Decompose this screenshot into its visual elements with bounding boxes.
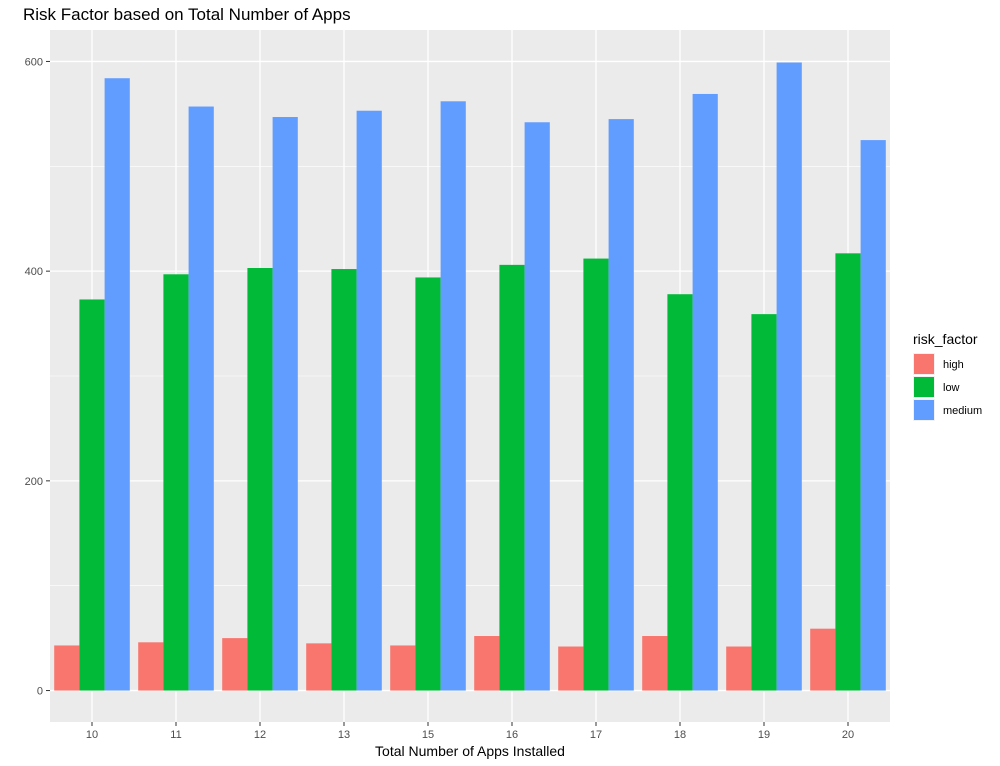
bar-medium-20	[860, 140, 886, 691]
y-tick-label: 200	[25, 476, 43, 488]
x-tick-label: 16	[506, 729, 518, 741]
x-tick-label: 11	[170, 729, 181, 741]
legend: risk_factor high low medium	[913, 331, 982, 421]
bar-medium-10	[104, 78, 130, 691]
bar-medium-15	[440, 101, 466, 691]
bar-low-15	[415, 277, 441, 691]
bar-medium-11	[188, 106, 214, 691]
x-tick-label: 20	[842, 729, 854, 741]
bar-medium-19	[776, 62, 802, 691]
bar-low-13	[331, 269, 357, 691]
x-tick-label: 13	[338, 729, 350, 741]
bar-low-10	[79, 299, 105, 691]
y-tick-label: 600	[25, 56, 43, 68]
bar-high-13	[306, 643, 332, 691]
x-axis: 10 11 12 13 15 16 17 18 19 20	[86, 722, 854, 741]
bar-high-18	[642, 636, 668, 691]
y-axis: 0 200 400 600	[25, 56, 50, 698]
legend-key-high	[914, 354, 934, 374]
chart-title: Risk Factor based on Total Number of App…	[23, 5, 351, 24]
bar-low-18	[667, 294, 693, 691]
bar-low-19	[751, 314, 777, 691]
bar-medium-18	[692, 93, 718, 691]
y-tick-label: 0	[37, 686, 43, 698]
bar-high-20	[810, 628, 836, 691]
legend-key-low	[914, 377, 934, 397]
bars	[54, 62, 886, 691]
x-tick-label: 15	[422, 729, 434, 741]
x-tick-label: 17	[590, 729, 602, 741]
bar-medium-13	[356, 110, 382, 691]
x-tick-label: 19	[758, 729, 770, 741]
legend-title: risk_factor	[913, 331, 978, 347]
bar-low-20	[835, 253, 861, 691]
bar-high-11	[138, 642, 164, 691]
bar-high-10	[54, 645, 80, 691]
bar-medium-16	[524, 122, 550, 691]
bar-high-16	[474, 636, 500, 691]
bar-low-11	[163, 274, 189, 691]
legend-label-medium: medium	[943, 405, 982, 417]
bar-high-15	[390, 645, 416, 691]
bar-low-12	[247, 268, 273, 691]
legend-label-high: high	[943, 359, 964, 371]
x-tick-label: 10	[86, 729, 98, 741]
y-tick-label: 400	[25, 266, 43, 278]
bar-low-17	[583, 258, 609, 691]
bar-low-16	[499, 264, 525, 691]
bar-high-19	[726, 646, 752, 691]
x-tick-label: 12	[254, 729, 266, 741]
bar-medium-17	[608, 119, 634, 691]
x-axis-title: Total Number of Apps Installed	[375, 743, 565, 759]
legend-label-low: low	[943, 382, 960, 394]
bar-high-17	[558, 646, 584, 691]
bar-medium-12	[272, 117, 298, 691]
x-tick-label: 18	[674, 729, 686, 741]
legend-key-medium	[914, 400, 934, 420]
bar-high-12	[222, 638, 248, 691]
